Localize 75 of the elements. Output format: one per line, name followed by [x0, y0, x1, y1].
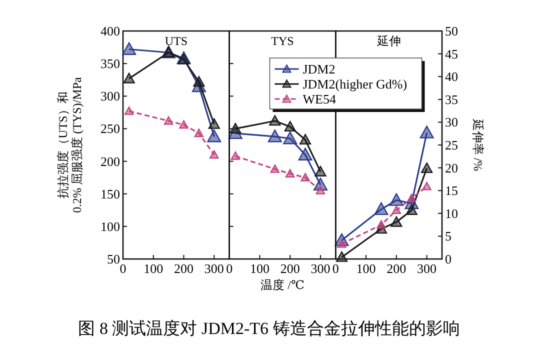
point — [422, 182, 432, 190]
y2-tick-label: 35 — [445, 92, 458, 107]
point — [316, 186, 326, 194]
point — [300, 172, 310, 182]
point — [284, 120, 296, 132]
point — [122, 42, 136, 55]
x-tick-label: 0 — [332, 261, 339, 276]
y-tick-label: 400 — [100, 24, 120, 38]
legend-label: WE54 — [302, 92, 336, 106]
point — [298, 148, 312, 160]
x-tick-label: 200 — [386, 261, 406, 276]
y2-tick-label: 0 — [445, 252, 452, 266]
legend-label: JDM2(higher Gd%) — [302, 76, 408, 92]
legend-label: JDM2 — [302, 62, 336, 76]
chart-title: TYS — [271, 34, 294, 48]
x-tick-label: 100 — [356, 261, 376, 276]
y2-tick-label: 30 — [445, 114, 458, 130]
y2-tick-label: 20 — [445, 160, 458, 176]
x-tick-label: 0 — [120, 261, 126, 276]
point — [406, 204, 418, 215]
y2-axis-title: 延伸率 /% — [471, 118, 485, 172]
y-axis-title: 抗拉强度（UTS）和 0.2% 屈服强度 (TYS)/MPa — [56, 76, 84, 213]
x-tick-label: 300 — [204, 261, 224, 276]
x-tick-label: 300 — [310, 261, 330, 276]
y-tick-label: 350 — [100, 56, 120, 72]
point — [193, 76, 205, 87]
point — [207, 130, 222, 142]
y2-tick-label: 25 — [445, 138, 458, 152]
point — [376, 220, 386, 229]
y-tick-label: 300 — [100, 88, 120, 104]
point — [268, 130, 282, 142]
point — [210, 150, 219, 159]
y2-tick-label: 10 — [445, 206, 458, 221]
x-tick-label: 200 — [280, 261, 300, 276]
point — [389, 193, 404, 206]
point — [390, 216, 402, 227]
x-tick-label: 100 — [250, 261, 270, 276]
point — [124, 106, 134, 115]
point — [420, 126, 434, 138]
y-tick-label: 50 — [107, 252, 120, 266]
y2-tick-label: 15 — [445, 183, 458, 198]
x-tick-label: 100 — [144, 261, 164, 276]
point — [299, 134, 312, 145]
point — [230, 151, 240, 160]
point — [269, 115, 281, 126]
y-tick-label: 150 — [100, 186, 120, 202]
point — [283, 131, 298, 144]
chart-title: UTS — [164, 34, 188, 48]
y2-tick-label: 45 — [445, 46, 458, 62]
point — [314, 166, 326, 176]
point — [270, 164, 280, 173]
y2-tick-label: 50 — [445, 24, 458, 38]
x-tick-label: 0 — [226, 261, 233, 276]
point — [194, 128, 204, 138]
point — [208, 118, 220, 129]
x-tick-label: 300 — [417, 261, 437, 276]
point — [374, 202, 388, 216]
y2-tick-label: 5 — [445, 228, 452, 244]
point — [421, 162, 433, 174]
x-axis-title: 温度 /℃ — [260, 278, 304, 292]
point — [178, 54, 190, 64]
y-tick-label: 100 — [100, 218, 120, 234]
point — [392, 206, 402, 214]
point — [179, 120, 188, 129]
chart-title: 延伸 — [376, 34, 401, 48]
y-tick-label: 200 — [100, 154, 120, 169]
y2-tick-label: 40 — [445, 69, 458, 84]
point — [285, 169, 295, 178]
caption: 图 8 测试温度对 JDM2-T6 铸造合金拉伸性能的影响 — [78, 319, 460, 338]
point — [164, 116, 174, 125]
point — [336, 251, 348, 262]
x-tick-label: 200 — [174, 261, 194, 276]
y-tick-label: 250 — [100, 121, 120, 136]
point — [230, 122, 242, 134]
point — [123, 72, 135, 84]
